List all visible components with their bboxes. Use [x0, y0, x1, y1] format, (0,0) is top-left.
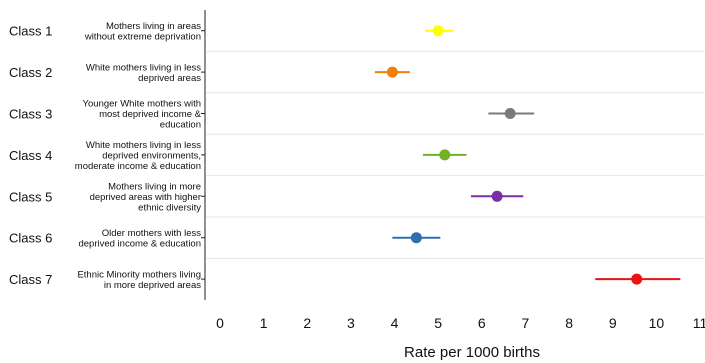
class-label: Class 4 [9, 148, 52, 163]
x-tick-label: 9 [609, 315, 617, 331]
x-tick-label: 7 [522, 315, 530, 331]
x-axis-title: Rate per 1000 births [404, 344, 540, 361]
x-axis-ticks: 0 1 2 3 4 5 6 7 8 9 10 11 [216, 315, 705, 331]
class-label: Class 7 [9, 272, 52, 287]
class-description-line: Younger White mothers with [83, 99, 201, 110]
class-description-line: ethnic diversity [138, 202, 201, 213]
grid-lines [206, 50, 705, 259]
class-row: Class 7 Ethnic Minority mothers livingin … [9, 269, 681, 291]
x-tick-label: 1 [260, 315, 268, 331]
class-description-line: Mothers living in more [108, 181, 201, 192]
point-estimate [491, 190, 503, 202]
x-tick-label: 8 [565, 315, 573, 331]
point-estimate [504, 108, 516, 119]
class-description-line: White mothers living in less [86, 140, 201, 151]
class-description-line: education [160, 120, 201, 131]
point-estimate [631, 273, 643, 285]
x-tick-label: 10 [649, 315, 665, 331]
class-description-line: most deprived income & [99, 109, 202, 120]
point-estimate [439, 149, 451, 161]
class-description-line: White mothers living in less [86, 62, 201, 73]
class-label: Class 5 [9, 189, 52, 204]
class-description-line: deprived income & education [78, 238, 201, 249]
class-description-line: deprived areas with higher [90, 192, 201, 203]
point-estimate [410, 232, 422, 244]
class-description-line: Ethnic Minority mothers living [77, 269, 201, 280]
point-estimate [432, 25, 444, 37]
class-description-line: moderate income & education [75, 161, 201, 172]
class-row: Class 2 White mothers living in lessdepri… [9, 62, 410, 84]
point-estimate [386, 66, 398, 78]
x-tick-label: 0 [216, 315, 224, 331]
x-tick-label: 6 [478, 315, 486, 331]
class-description-line: in more deprived areas [104, 280, 201, 291]
x-tick-label: 3 [347, 315, 355, 331]
class-label: Class 6 [9, 231, 52, 246]
class-description-line: deprived areas [138, 73, 201, 84]
x-tick-label: 2 [303, 315, 311, 331]
class-label: Class 3 [9, 107, 52, 122]
class-label: Class 2 [9, 65, 52, 80]
class-label: Class 1 [9, 24, 52, 39]
class-row: Class 4 White mothers living in lessdepri… [9, 140, 467, 172]
x-tick-label: 11 [693, 315, 705, 331]
class-description-line: Mothers living in areas [106, 21, 201, 32]
x-tick-label: 4 [391, 315, 399, 331]
class-description-line: Older mothers with less [102, 228, 202, 239]
class-description-line: without extreme deprivation [84, 31, 201, 42]
class-description-line: deprived environments, [102, 150, 201, 161]
x-tick-label: 5 [434, 315, 442, 331]
